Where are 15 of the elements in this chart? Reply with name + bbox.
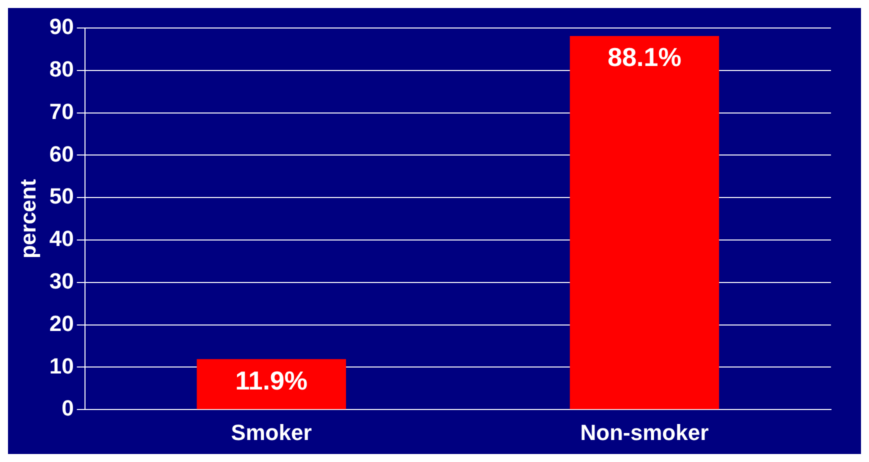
y-tick-label: 10 [49,353,74,378]
data-label: 11.9% [235,365,308,396]
y-tick-label: 70 [49,98,74,124]
y-tick-label: 60 [49,141,74,166]
y-tick-label: 30 [49,268,74,294]
y-tick-label: 80 [49,56,74,82]
data-label: 88.1% [608,42,682,72]
x-tick-label: Smoker [231,420,312,445]
y-tick-label: 90 [49,14,74,40]
y-tick-label: 50 [49,184,74,209]
x-tick-label: Non-smoker [580,420,710,445]
y-tick-label: 40 [49,226,74,252]
y-tick-label: 0 [62,396,74,421]
y-tick-label: 20 [49,310,74,336]
y-axis-title: percent [15,178,40,259]
